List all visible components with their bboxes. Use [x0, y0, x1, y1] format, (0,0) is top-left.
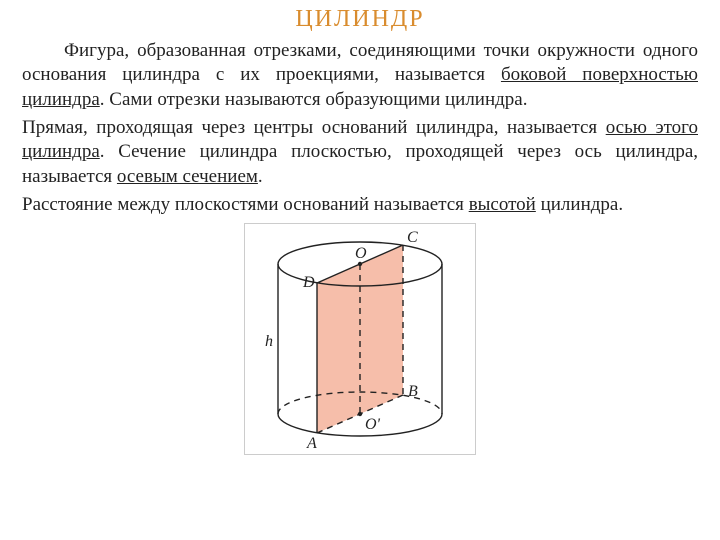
p1-text-b: . Сами отрезки называются образующими ци… [100, 89, 528, 110]
label-h: h [265, 333, 273, 350]
p2-text-c: . [258, 166, 263, 187]
paragraph-2: Прямая, проходящая через центры основани… [22, 116, 698, 189]
slide-title: ЦИЛИНДР [22, 6, 698, 33]
label-C: C [407, 229, 418, 246]
paragraph-1: Фигура, образованная отрезками, соединяю… [22, 39, 698, 112]
p3-text-a: Расстояние между плоскостями оснований н… [22, 194, 469, 215]
label-Op: O' [365, 416, 381, 433]
label-O: O [355, 245, 367, 262]
point-O [358, 262, 362, 266]
p3-underline: высотой [469, 194, 536, 215]
paragraph-3: Расстояние между плоскостями оснований н… [22, 193, 698, 217]
cylinder-diagram: C O Dh B O' A [244, 223, 476, 455]
slide: ЦИЛИНДР Фигура, образованная отрезками, … [0, 0, 720, 540]
axial-section [317, 245, 403, 433]
bottom-ellipse-front [278, 414, 442, 436]
label-A: A [306, 435, 317, 452]
point-Oprime [358, 412, 362, 416]
p3-text-b: цилиндра. [536, 194, 623, 215]
label-D: D [302, 274, 315, 291]
label-B: B [408, 383, 418, 400]
p2-underline-2: осевым сечением [117, 166, 258, 187]
diagram-container: C O Dh B O' A [22, 223, 698, 460]
p2-text-a: Прямая, проходящая через центры основани… [22, 117, 606, 138]
